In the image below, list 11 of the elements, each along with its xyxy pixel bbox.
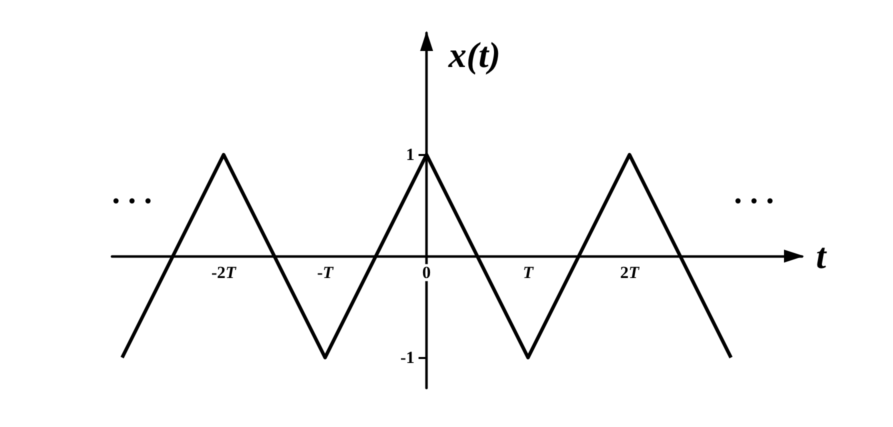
x-axis-title: t (816, 236, 827, 276)
x-tick-label: T (522, 263, 534, 282)
annotation: . . . (112, 174, 152, 210)
x-tick-label: 2T (620, 263, 640, 282)
y-axis-title: x(t) (448, 35, 501, 75)
y-tick-label: 1 (406, 145, 415, 164)
x-tick-label: -T (317, 263, 334, 282)
annotation: . . . (734, 174, 774, 210)
x-tick-label: 0 (422, 263, 431, 282)
y-tick-label: -1 (400, 348, 415, 368)
x-tick-label: -2T (211, 263, 237, 282)
